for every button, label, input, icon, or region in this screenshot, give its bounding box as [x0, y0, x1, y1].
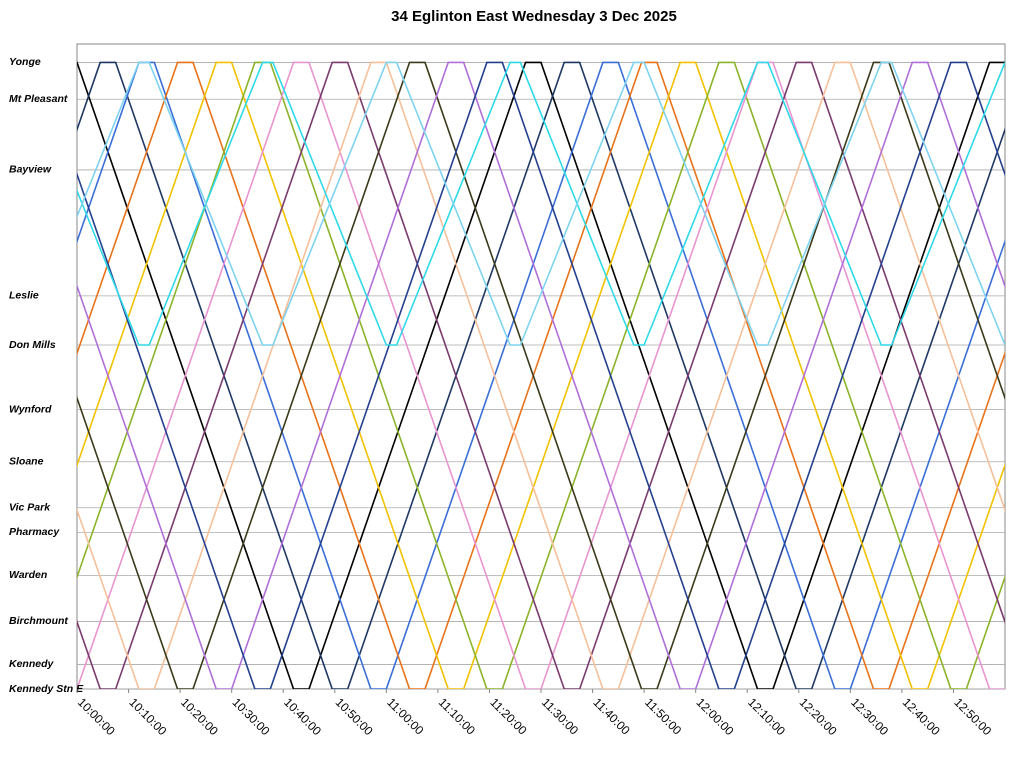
x-tick-label: 12:00:00: [694, 695, 737, 738]
y-tick-label: Birchmount: [9, 615, 68, 627]
x-tick-label: 10:30:00: [230, 695, 273, 738]
bus-trace: [77, 61, 1005, 689]
plot-frame: [76, 43, 1006, 690]
chart-title: 34 Eglinton East Wednesday 3 Dec 2025: [391, 8, 677, 25]
x-tick-label: 11:00:00: [384, 695, 427, 738]
y-tick-label: Sloane: [9, 455, 44, 467]
y-tick-label: Kennedy: [9, 658, 55, 670]
x-tick-label: 11:30:00: [539, 695, 582, 738]
x-tick-label: 10:40:00: [281, 695, 324, 738]
x-tick-label: 10:00:00: [75, 695, 118, 738]
x-tick-label: 11:10:00: [436, 695, 479, 738]
x-tick-label: 10:10:00: [126, 695, 169, 738]
series-lines: [77, 61, 1005, 689]
y-tick-label: Pharmacy: [9, 526, 60, 538]
y-tick-label: Vic Park: [9, 502, 51, 514]
y-tick-label: Leslie: [9, 290, 39, 302]
y-tick-label: Mt Pleasant: [9, 93, 68, 105]
bus-trace: [77, 61, 1005, 689]
y-tick-label: Wynford: [9, 403, 52, 415]
bus-trace: [77, 61, 1005, 689]
bus-trace: [77, 61, 1005, 689]
x-tick-label: 11:20:00: [487, 695, 530, 738]
y-tick-label: Yonge: [9, 56, 41, 68]
x-tick-label: 10:50:00: [333, 695, 376, 738]
x-tick-label: 11:40:00: [590, 695, 633, 738]
x-tick-label: 10:20:00: [178, 695, 221, 738]
bus-trace: [77, 61, 1005, 689]
y-tick-label: Bayview: [9, 164, 52, 176]
y-tick-label: Kennedy Stn E: [9, 683, 84, 695]
y-tick-label: Warden: [9, 569, 47, 581]
bus-trace: [77, 61, 1005, 689]
x-tick-label: 12:40:00: [900, 695, 943, 738]
x-tick-label: 12:10:00: [745, 695, 788, 738]
x-tick-label: 12:50:00: [951, 695, 994, 738]
x-tick-label: 11:50:00: [642, 695, 685, 738]
bus-trace: [77, 61, 1005, 689]
bus-trace: [77, 61, 1005, 689]
x-tick-label: 12:30:00: [848, 695, 891, 738]
x-tick-label: 12:20:00: [797, 695, 840, 738]
bus-trace: [77, 61, 1005, 689]
y-tick-label: Don Mills: [9, 339, 56, 351]
bus-trace: [77, 61, 1005, 689]
bus-trace: [77, 61, 1005, 346]
grid: [77, 62, 1005, 690]
bus-trace: [77, 61, 1005, 689]
